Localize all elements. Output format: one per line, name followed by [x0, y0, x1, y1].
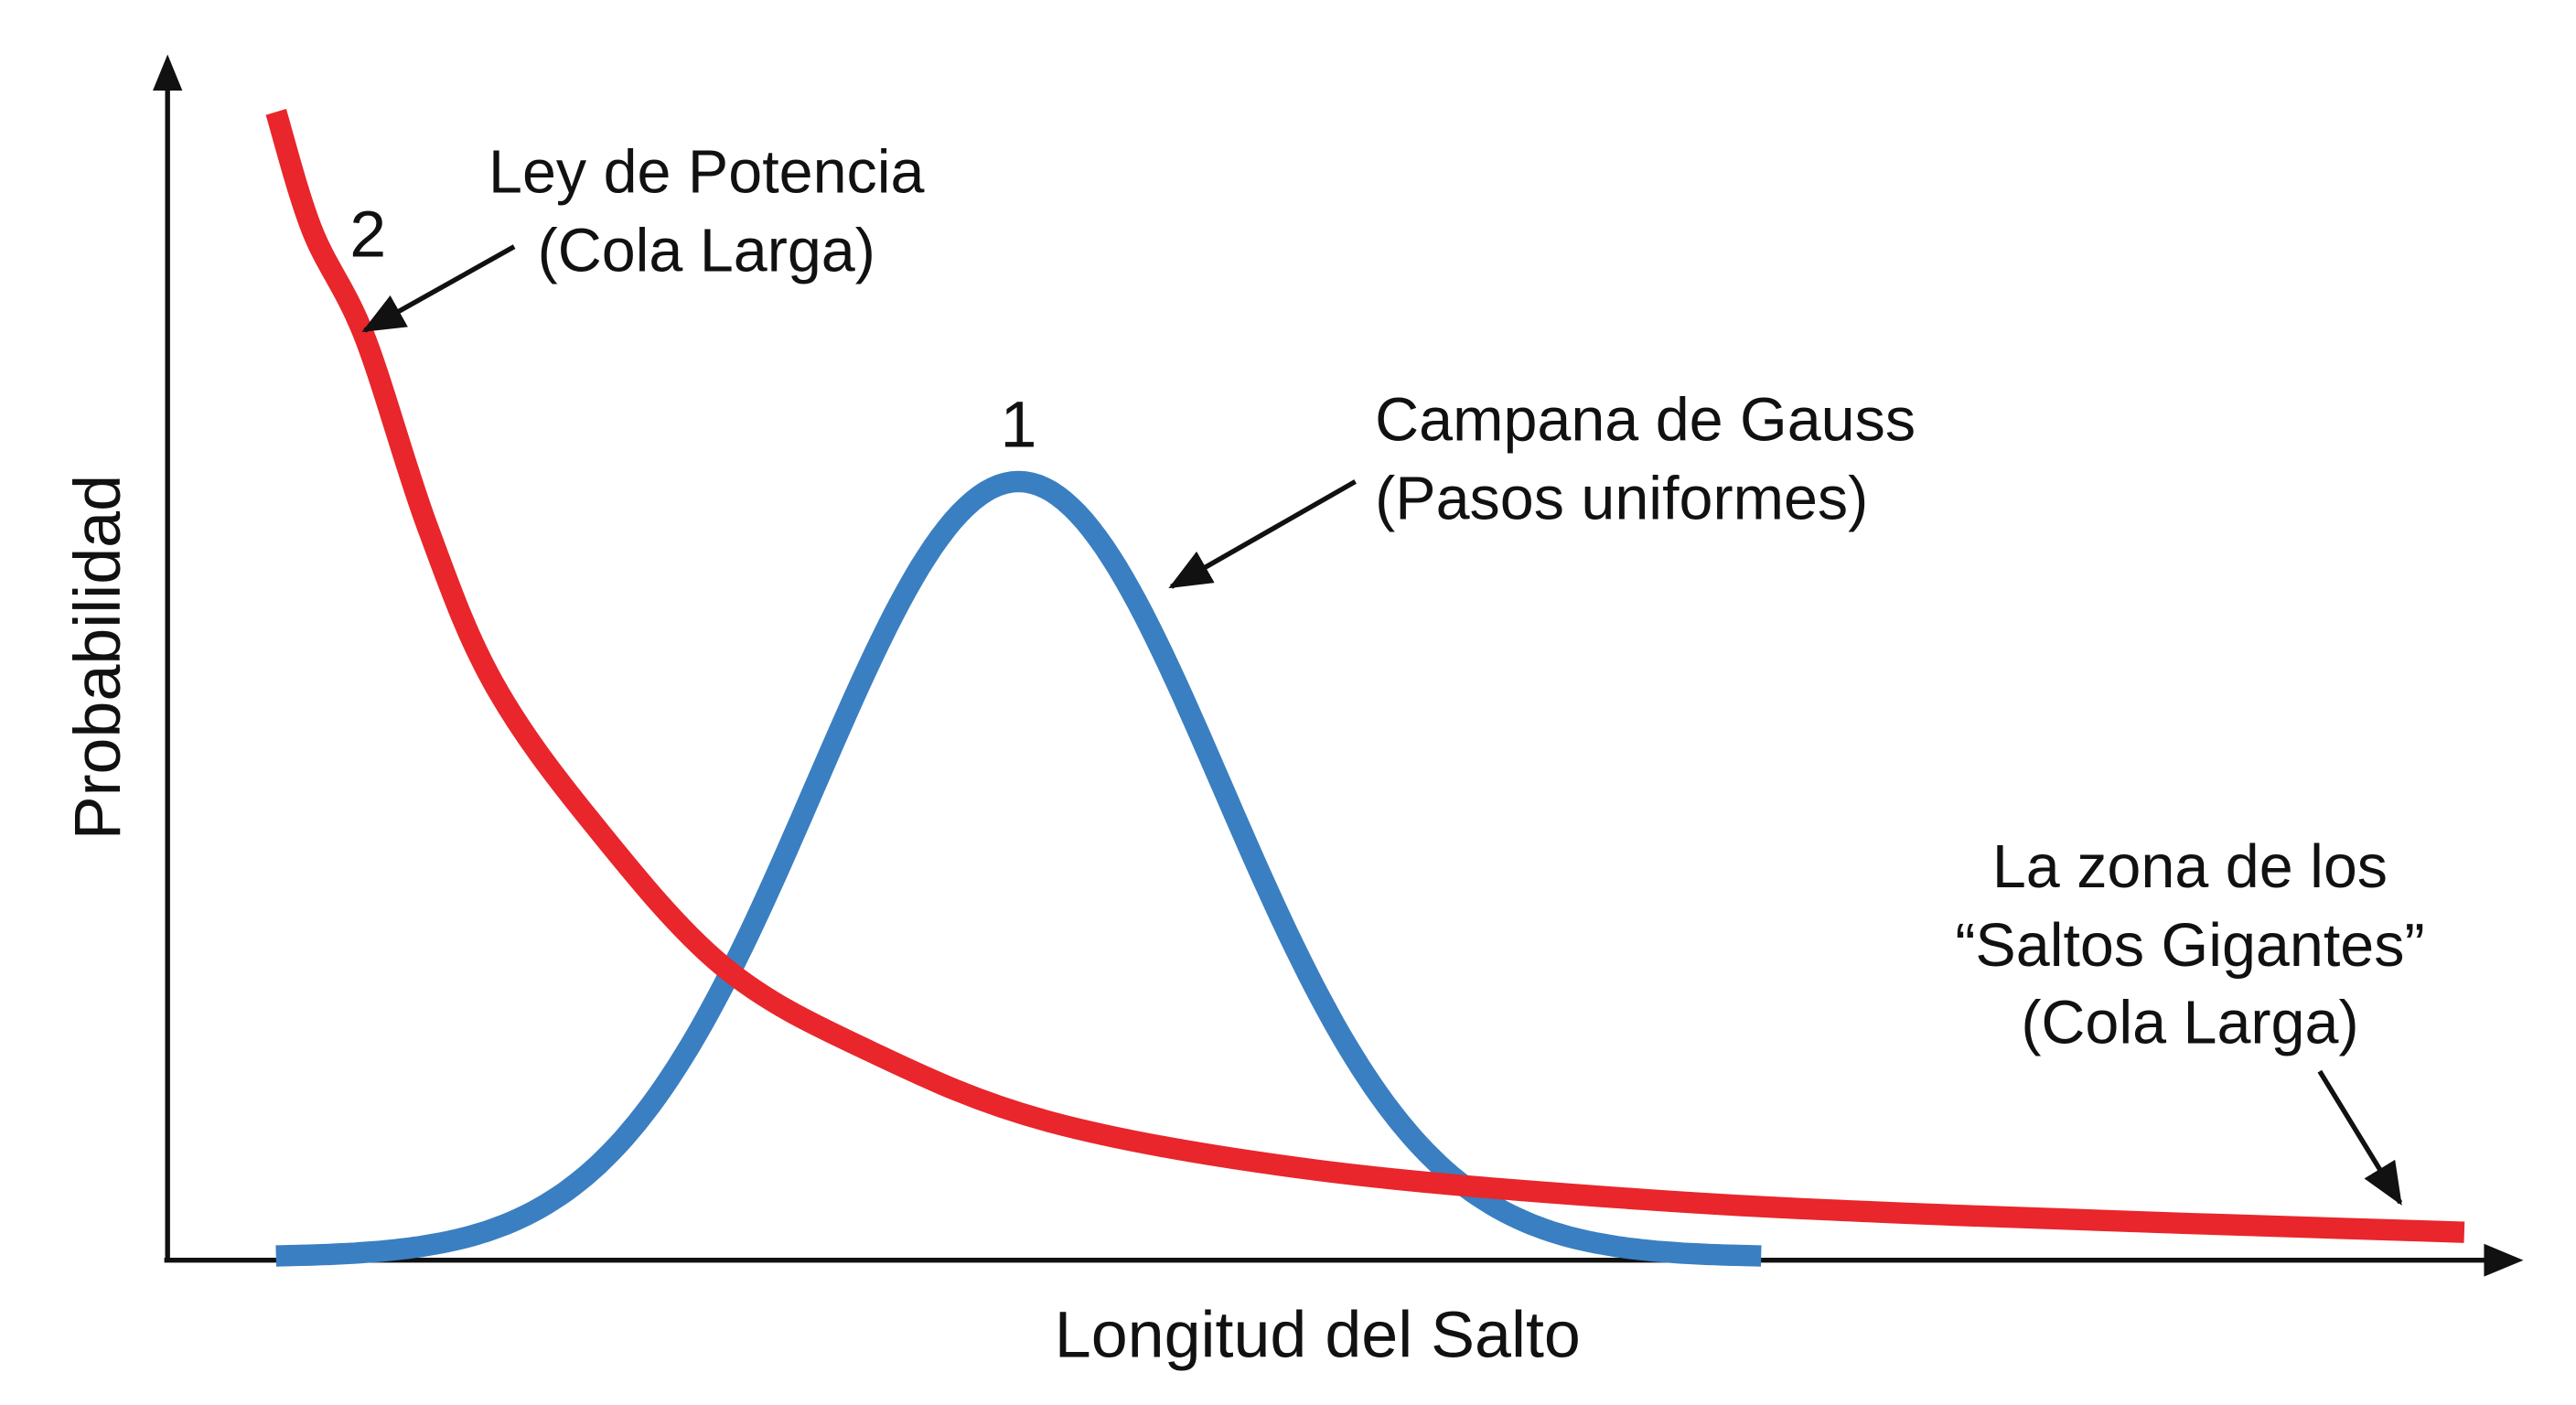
- power-law-label-line1: Ley de Potencia: [488, 138, 925, 206]
- y-axis-arrow-icon: [153, 54, 183, 91]
- tail-label-line2: “Saltos Gigantes”: [1955, 912, 2424, 980]
- gauss-marker: 1: [1000, 389, 1036, 462]
- gauss-label-line1: Campana de Gauss: [1375, 387, 1916, 455]
- gauss-arrow-icon: [1168, 479, 1357, 589]
- power-law-label-line2: (Cola Larga): [538, 218, 875, 285]
- tail-label-line3: (Cola Larga): [2021, 990, 2358, 1057]
- y-axis-title: Probabilidad: [61, 475, 134, 840]
- power-law-arrow-icon: [361, 244, 516, 333]
- gauss-curve: [275, 470, 1762, 1267]
- tail-label-line1: La zona de los: [1992, 833, 2388, 901]
- gauss-label-line2: (Pasos uniformes): [1375, 466, 1868, 533]
- power-law-marker: 2: [349, 198, 386, 271]
- tail-arrow-icon: [2317, 1069, 2403, 1206]
- x-axis-title: Longitud del Salto: [1055, 1299, 1581, 1372]
- x-axis-arrow-icon: [2484, 1243, 2524, 1277]
- power-law-curve: [265, 108, 2465, 1243]
